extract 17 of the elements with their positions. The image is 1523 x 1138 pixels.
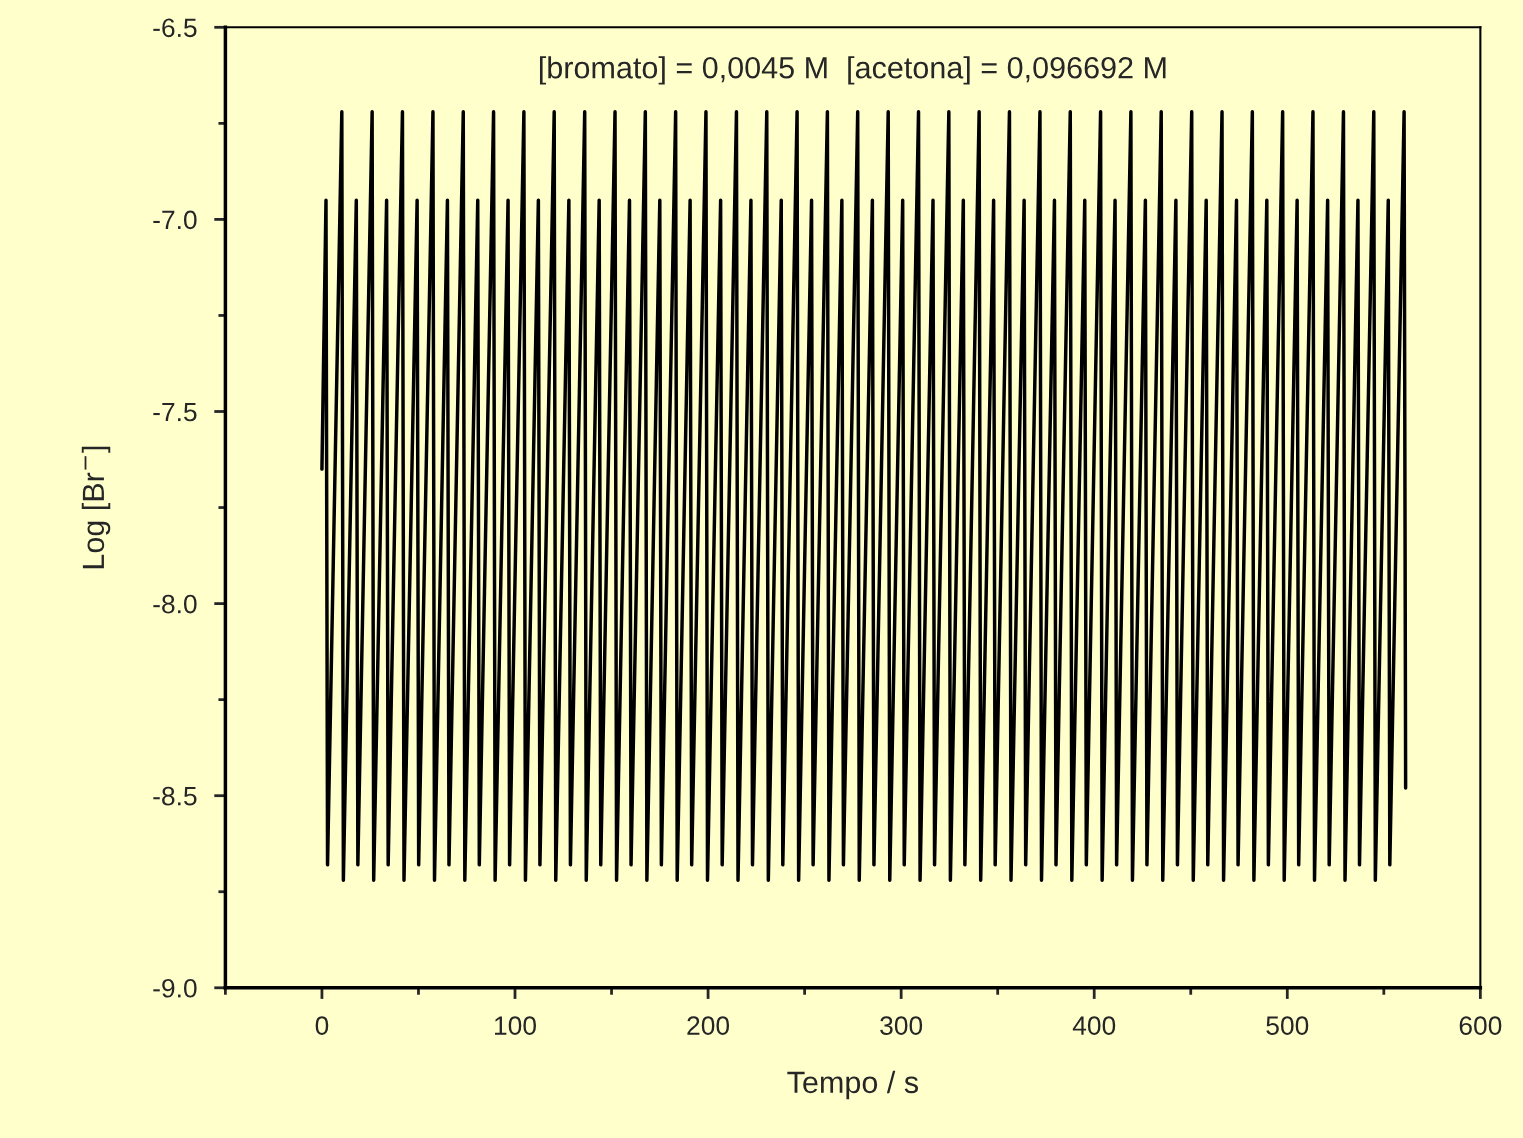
- y-axis-title: Log [Br$^{−}$]: [81, 446, 111, 569]
- x-tick-label: 500: [1266, 1016, 1309, 1035]
- y-tick-label: -6.5: [153, 18, 197, 38]
- x-axis-title: Tempo / s: [787, 1070, 918, 1100]
- x-tick-label: 400: [1072, 1016, 1116, 1035]
- y-tick-label: -8.5: [153, 786, 197, 806]
- y-tick-label: -8.0: [153, 594, 197, 614]
- x-tick-label: 100: [495, 1016, 536, 1035]
- y-tick-label: -7.0: [153, 210, 197, 230]
- line-series: [320, 110, 1408, 882]
- annotation: [bromato] = 0,0045 M [acetona] = 0,096692 M: [539, 56, 1166, 85]
- x-tick-label: 600: [1459, 1016, 1502, 1035]
- y-tick-label: -9.0: [153, 978, 197, 998]
- x-tick-label: 0: [315, 1016, 329, 1035]
- y-tick-label: -7.5: [153, 402, 197, 422]
- x-tick-label: 300: [880, 1016, 923, 1035]
- x-tick-label: 200: [687, 1016, 730, 1035]
